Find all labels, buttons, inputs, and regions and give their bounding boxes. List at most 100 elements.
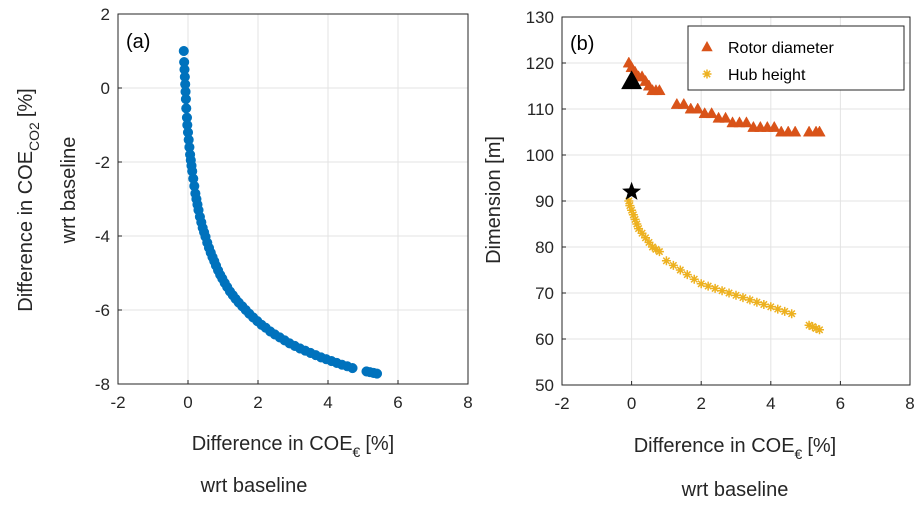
panel-b-label: (b) (570, 33, 594, 55)
panel-b-xlabel-line2: wrt baseline (681, 479, 789, 501)
hub-height-point (624, 196, 634, 206)
panel-a-point (180, 94, 191, 105)
hub-height-point (682, 270, 692, 280)
panel-b-ytick-label: 50 (535, 376, 554, 395)
panel-b-ylabel: Dimension [m] (483, 136, 505, 264)
panel-a-xtick-label: 2 (253, 393, 262, 412)
panel-a-xtick-label: 0 (183, 393, 192, 412)
hub-height-point (625, 201, 635, 211)
panel-b: -2 0 2 4 6 8 50 60 70 80 90 100 110 120 130 (b) Differ… (483, 8, 915, 501)
hub-height-point (787, 309, 797, 319)
panel-a-axes-box (117, 13, 469, 385)
rotor-diameter-point (705, 107, 718, 119)
hub-height-point (647, 242, 657, 252)
panel-b-xtick-label: -2 (554, 394, 569, 413)
hub-height-point (808, 322, 818, 332)
panel-b-ytick-label: 100 (526, 146, 554, 165)
hub-height-point (668, 260, 678, 270)
hub-height-point (651, 244, 661, 254)
hub-height-point (627, 205, 637, 215)
panel-a-xtick-label: -2 (110, 393, 125, 412)
panel-a-ytick-label: 2 (101, 5, 110, 24)
panel-b-xtick-label: 2 (696, 394, 705, 413)
panel-a-ytick-label: -2 (95, 153, 110, 172)
hub-height-point (703, 281, 713, 291)
panel-b-xtick-label: 8 (905, 394, 914, 413)
hub-height-point (644, 237, 654, 247)
panel-a-xlabel-line2: wrt baseline (200, 475, 308, 497)
baseline-rotor-diameter-marker (621, 70, 643, 90)
hub-height-point (759, 300, 769, 309)
hub-height-point (717, 286, 727, 296)
hub-height-point (634, 224, 644, 234)
panel-a-point (371, 368, 383, 379)
panel-a-label: (a) (126, 31, 150, 53)
panel-b-xlabel: Difference in COE€ [%] (634, 435, 837, 462)
panel-b-ytick-label: 90 (535, 192, 554, 211)
hub-height-point (689, 274, 699, 284)
panel-a-grid (117, 13, 469, 385)
hub-height-point (815, 325, 825, 335)
panel-a-xtick-label: 6 (393, 393, 402, 412)
hub-height-point (630, 214, 640, 224)
hub-height-point (745, 295, 755, 305)
legend-hub-height-label: Hub height (728, 67, 806, 84)
panel-b-ytick-label: 80 (535, 238, 554, 257)
panel-b-ytick-label: 130 (526, 8, 554, 27)
hub-height-point (752, 297, 762, 307)
hub-height-point (632, 219, 642, 229)
legend-rotor-diameter-marker (701, 41, 713, 52)
hub-height-point (628, 210, 638, 220)
panel-a-xlabel: Difference in COE€ [%] (192, 433, 395, 460)
panel-a-marks (178, 45, 383, 379)
panel-a-ylabel: Difference in COECO2[%] (15, 88, 42, 312)
panel-a-ytick-label: -6 (95, 301, 110, 320)
panel-a-point (181, 103, 192, 114)
hub-height-point (637, 228, 647, 238)
hub-height-point (731, 290, 741, 300)
panel-b-ytick-label: 110 (527, 100, 554, 119)
hub-height-point (811, 323, 821, 333)
panel-b-marks (621, 56, 826, 335)
panel-b-ticks: -2 0 2 4 6 8 50 60 70 80 90 100 110 120 130 (526, 8, 915, 413)
panel-b-ytick-label: 70 (535, 284, 554, 303)
hub-height-point (738, 293, 748, 303)
rotor-diameter-point (677, 97, 690, 109)
baseline-hub-height-marker (622, 181, 642, 200)
panel-b-xtick-label: 4 (766, 394, 775, 413)
hub-height-point (661, 256, 671, 266)
hub-height-point (675, 265, 685, 275)
panel-a-ytick-label: -8 (95, 375, 110, 394)
panel-a-ylabel-line2: wrt baseline (58, 137, 80, 245)
rotor-diameter-point (813, 125, 826, 137)
rotor-diameter-point (740, 116, 753, 128)
panel-b-xtick-label: 0 (627, 394, 636, 413)
legend-rotor-diameter-label: Rotor diameter (728, 40, 834, 57)
panel-a-point (178, 45, 189, 57)
hub-height-point (773, 304, 783, 314)
rotor-diameter-point (719, 111, 732, 123)
rotor-diameter-point (691, 102, 704, 114)
rotor-diameter-point (653, 84, 666, 96)
panel-a-ticks: -2 0 2 4 6 8 -8 -6 -4 -2 0 2 (95, 5, 473, 412)
hub-height-point (710, 283, 720, 293)
legend: Rotor diameter Hub height (687, 25, 905, 91)
hub-height-point (641, 233, 651, 243)
panel-a-point (347, 363, 358, 374)
rotor-diameter-point (789, 125, 802, 137)
panel-a-xtick-label: 4 (323, 393, 332, 412)
panel-b-xtick-label: 6 (836, 394, 845, 413)
legend-hub-height-marker (702, 69, 712, 79)
hub-height-point (724, 288, 734, 298)
panel-b-ytick-label: 120 (526, 54, 554, 73)
hub-height-point (696, 279, 706, 289)
panel-a-ytick-label: 0 (101, 79, 110, 98)
hub-height-point (780, 306, 790, 316)
panel-a-ytick-label: -4 (95, 227, 110, 246)
rotor-diameter-point (768, 120, 781, 132)
panel-b-ytick-label: 60 (535, 330, 554, 349)
hub-height-point (654, 247, 664, 257)
hub-height-point (766, 302, 776, 312)
hub-height-point (804, 320, 814, 330)
